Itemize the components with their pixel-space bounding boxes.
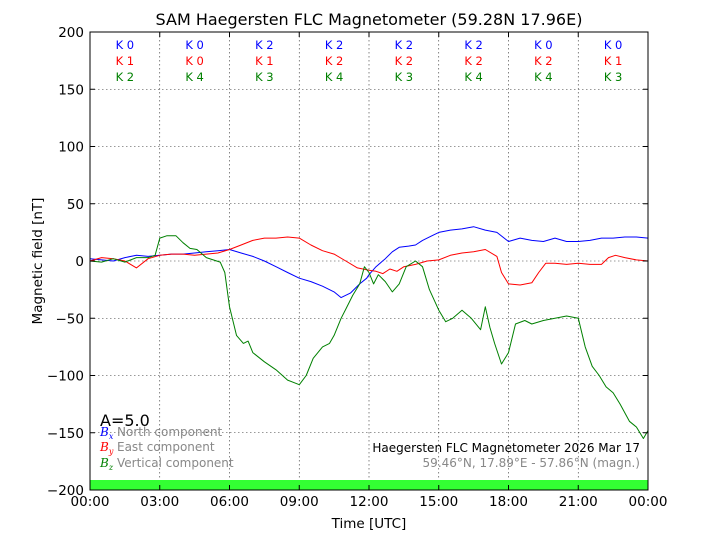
- x-tick-label: 00:00: [71, 494, 110, 510]
- x-axis-label: Time [UTC]: [331, 516, 407, 532]
- grid-lines: [90, 32, 648, 490]
- legend-subscript: x: [109, 432, 114, 441]
- k-index-label: K 4: [185, 70, 204, 84]
- legend-symbol: B: [99, 440, 109, 454]
- k-index-label: K 2: [534, 54, 553, 68]
- legend-label: Vertical component: [117, 456, 234, 470]
- k-index-label: K 1: [116, 54, 135, 68]
- k-index-label: K 2: [464, 38, 483, 52]
- y-tick-label: 0: [75, 254, 84, 270]
- svg-text:Bz: Bz: [99, 456, 114, 472]
- series-bz-line: [89, 235, 649, 439]
- a-index-label: A=5.0: [100, 411, 150, 430]
- y-tick-label: 200: [58, 25, 84, 41]
- y-tick-label: −200: [47, 483, 84, 499]
- k-index-label: K 2: [116, 70, 135, 84]
- x-tick-label: 12:00: [350, 494, 389, 510]
- svg-text:Bx: Bx: [99, 425, 114, 441]
- k-index-label: K 2: [395, 54, 414, 68]
- y-tick-label: 150: [58, 82, 84, 98]
- k-index-label: K 0: [185, 38, 204, 52]
- k-index-label: K 2: [395, 38, 414, 52]
- k-index-layer: K 0 K 0 K 2 K 2 K 2 K 2 K 0 K 0 K 1 K 0 K 1 K 2 K 2 K…: [116, 38, 623, 84]
- legend-subscript: y: [108, 447, 114, 456]
- station-info-coordinates: 59.46°N, 17.89°E - 57.86°N (magn.): [423, 456, 640, 470]
- k-index-label: K 3: [255, 70, 274, 84]
- k-index-label: K 3: [395, 70, 414, 84]
- k-index-label: K 2: [464, 54, 483, 68]
- x-tick-label: 18:00: [489, 494, 528, 510]
- axis-ticks: 00:00 03:00 06:00 09:00 12:00 15:00 18:00 21:00…: [47, 25, 668, 510]
- k-index-label: K 2: [255, 38, 274, 52]
- k-index-label: K 0: [604, 38, 623, 52]
- legend-symbol: B: [99, 456, 109, 470]
- series-by-line: [89, 236, 649, 286]
- y-tick-label: 50: [67, 197, 84, 213]
- station-info-title: Haegersten FLC Magnetometer 2026 Mar 17: [372, 441, 640, 455]
- x-tick-label: 03:00: [140, 494, 179, 510]
- legend-label: North component: [117, 425, 223, 439]
- k-index-label: K 0: [185, 54, 204, 68]
- x-tick-label: 09:00: [280, 494, 319, 510]
- x-tick-label: 15:00: [419, 494, 458, 510]
- legend-symbol: B: [99, 425, 109, 439]
- y-tick-label: 100: [58, 140, 84, 156]
- legend-item-east: By East component: [99, 440, 215, 456]
- k-index-label: K 0: [534, 38, 553, 52]
- y-tick-label: −150: [47, 426, 84, 442]
- legend-item-vertical: Bz Vertical component: [99, 456, 234, 472]
- x-tick-label: 00:00: [629, 494, 668, 510]
- series-layer: [89, 226, 649, 439]
- legend-label: East component: [117, 440, 215, 454]
- k-index-label: K 3: [604, 70, 623, 84]
- y-axis-label: Magnetic field [nT]: [30, 198, 46, 325]
- chart-title: SAM Haegersten FLC Magnetometer (59.28N …: [156, 10, 583, 29]
- k-index-label: K 1: [255, 54, 274, 68]
- y-tick-label: −100: [47, 369, 84, 385]
- k-index-label: K 0: [116, 38, 135, 52]
- k-index-label: K 1: [604, 54, 623, 68]
- svg-text:By: By: [99, 440, 114, 456]
- k-index-label: K 2: [325, 54, 344, 68]
- x-tick-label: 06:00: [210, 494, 249, 510]
- legend-subscript: z: [108, 463, 114, 472]
- k-index-label: K 2: [325, 38, 344, 52]
- legend: Bx North component By East component Bz …: [99, 425, 234, 472]
- y-tick-label: −50: [56, 311, 85, 327]
- k-index-label: K 4: [325, 70, 344, 84]
- k-index-label: K 4: [464, 70, 483, 84]
- k-index-label: K 4: [534, 70, 553, 84]
- x-tick-label: 21:00: [559, 494, 598, 510]
- legend-item-north: Bx North component: [99, 425, 223, 441]
